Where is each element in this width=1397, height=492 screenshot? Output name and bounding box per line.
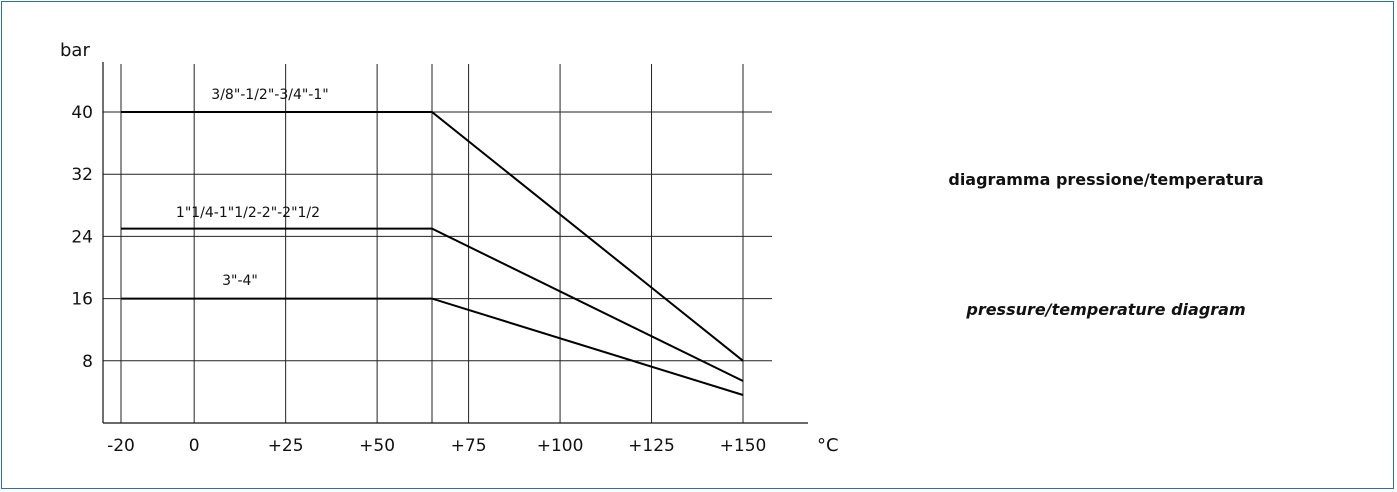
y-tick-label: 8 [82,352,93,372]
y-tick-label: 24 [71,227,93,247]
series-label: 3/8"-1/2"-3/4"-1" [211,87,328,103]
x-tick-label: -20 [107,436,135,456]
y-tick-label: 16 [71,290,93,310]
y-axis-label: bar [60,40,90,61]
series-line [121,227,744,382]
y-tick-label: 32 [71,165,93,185]
series-line [121,297,744,396]
x-tick-label: +150 [720,436,767,456]
x-axis-label: °C [817,435,839,456]
series-label: 1"1/4-1"1/2-2"-2"1/2 [176,205,320,221]
chart-subtitle: pressure/temperature diagram [966,300,1246,319]
x-tick-label: +75 [451,436,487,456]
chart-title: diagramma pressione/temperatura [948,170,1264,189]
series-label: 3"-4" [222,273,258,289]
x-tick-label: +100 [537,436,584,456]
x-tick-label: +125 [628,436,675,456]
series-line [121,111,744,362]
y-tick-label: 40 [71,103,93,123]
x-tick-label: +25 [268,436,304,456]
x-tick-label: 0 [189,436,200,456]
x-tick-label: +50 [359,436,395,456]
